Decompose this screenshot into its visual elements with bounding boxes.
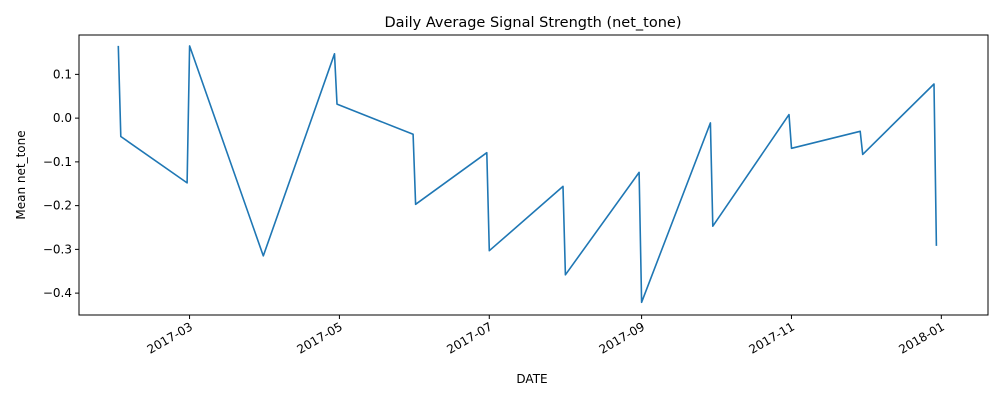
x-tick-label: 2017-07 — [444, 319, 494, 356]
x-tick-label: 2017-09 — [597, 319, 647, 356]
plot-area — [117, 45, 938, 304]
x-tick-label: 2018-01 — [896, 319, 946, 356]
y-tick-label: −0.2 — [43, 199, 72, 213]
y-tick-label: −0.4 — [43, 286, 72, 300]
series-line — [117, 45, 938, 304]
y-tick-label: 0.1 — [53, 67, 72, 81]
x-axis-label: DATE — [516, 372, 547, 386]
plot-frame — [78, 34, 989, 316]
y-tick-label: 0.0 — [53, 111, 72, 125]
chart-title: Daily Average Signal Strength (net_tone) — [385, 15, 682, 31]
x-tick-label: 2017-03 — [145, 319, 195, 356]
y-axis: 0.1 0.0 −0.1 −0.2 −0.3 −0.4 — [43, 67, 79, 300]
x-axis: 2017-03 2017-05 2017-07 2017-09 2017-11 2018-… — [145, 315, 947, 357]
y-axis-label: Mean net_tone — [14, 130, 28, 219]
x-tick-label: 2017-11 — [747, 319, 797, 356]
x-tick-label: 2017-05 — [294, 319, 344, 356]
y-tick-label: −0.3 — [43, 242, 72, 256]
y-tick-label: −0.1 — [43, 155, 72, 169]
